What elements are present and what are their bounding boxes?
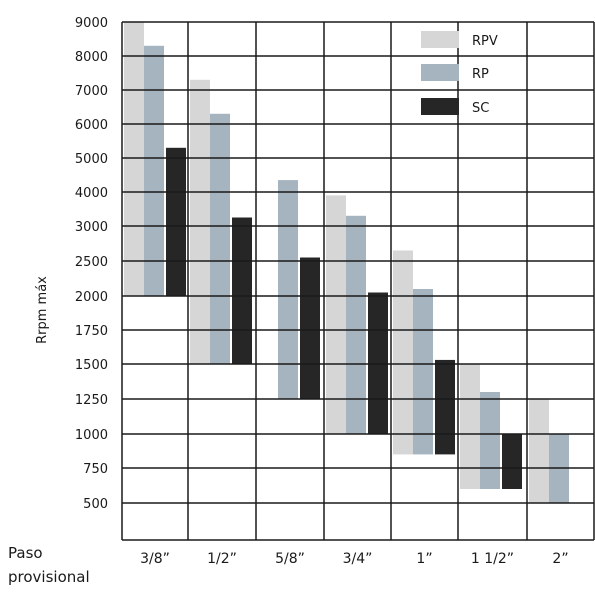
y-tick-2000: 2000 — [75, 290, 108, 305]
x-tick-3: 5/8” — [275, 551, 305, 567]
bar-rpv-1 — [124, 22, 144, 296]
y-tick-5000: 5000 — [75, 152, 108, 167]
y-tick-8000: 8000 — [75, 50, 108, 65]
x-axis-label-line2: provisional — [8, 568, 90, 586]
bar-rp-4 — [346, 215, 366, 434]
y-tick-1250: 1250 — [75, 393, 108, 408]
legend-label-rp: RP — [472, 67, 489, 82]
y-tick-9000: 9000 — [75, 16, 108, 31]
bar-rpv-4 — [326, 195, 346, 434]
y-tick-750: 750 — [83, 462, 108, 477]
y-axis-label: Rrpm máx — [35, 276, 50, 344]
y-tick-1500: 1500 — [75, 358, 108, 373]
y-tick-2500: 2500 — [75, 255, 108, 270]
bar-rpv-5 — [393, 250, 413, 455]
y-tick-6000: 6000 — [75, 118, 108, 133]
y-tick-4000: 4000 — [75, 186, 108, 201]
legend-label-rpv: RPV — [472, 34, 498, 49]
x-tick-labels: 3/8” 1/2” 5/8” 3/4” 1” 1 1/2” 2” — [140, 551, 568, 567]
legend-swatch-sc — [421, 98, 459, 115]
legend-label-sc: SC — [472, 101, 489, 116]
x-axis-label-line1: Paso — [8, 544, 43, 562]
legend-swatch-rpv — [421, 31, 459, 48]
bar-rpv-6 — [460, 364, 480, 489]
bar-rp-2 — [210, 113, 230, 364]
legend: RPV RP SC — [421, 31, 498, 116]
bars — [124, 22, 569, 503]
x-tick-2: 1/2” — [207, 551, 237, 567]
bar-sc-1 — [166, 147, 186, 296]
bar-rp-6 — [480, 392, 500, 489]
x-tick-6: 1 1/2” — [471, 551, 514, 567]
bar-sc-2 — [232, 217, 252, 364]
y-tick-1750: 1750 — [75, 324, 108, 339]
x-tick-4: 3/4” — [343, 551, 373, 567]
bar-sc-6 — [502, 434, 522, 489]
bar-rp-5 — [413, 289, 433, 455]
y-tick-7000: 7000 — [75, 84, 108, 99]
bar-sc-3 — [300, 257, 320, 399]
y-tick-labels: 9000 8000 7000 6000 5000 4000 3000 2500 2000 1750… — [75, 16, 108, 512]
bar-rp-1 — [144, 45, 164, 296]
bar-rpv-7 — [529, 399, 549, 503]
y-tick-500: 500 — [83, 497, 108, 512]
x-tick-1: 3/8” — [140, 551, 170, 567]
x-tick-5: 1” — [416, 551, 432, 567]
bar-rpv-2 — [190, 79, 210, 365]
bar-rp-3 — [278, 180, 298, 399]
legend-swatch-rp — [421, 64, 459, 81]
bar-sc-5 — [435, 359, 455, 455]
y-tick-1000: 1000 — [75, 428, 108, 443]
x-tick-7: 2” — [552, 551, 568, 567]
y-tick-3000: 3000 — [75, 220, 108, 235]
